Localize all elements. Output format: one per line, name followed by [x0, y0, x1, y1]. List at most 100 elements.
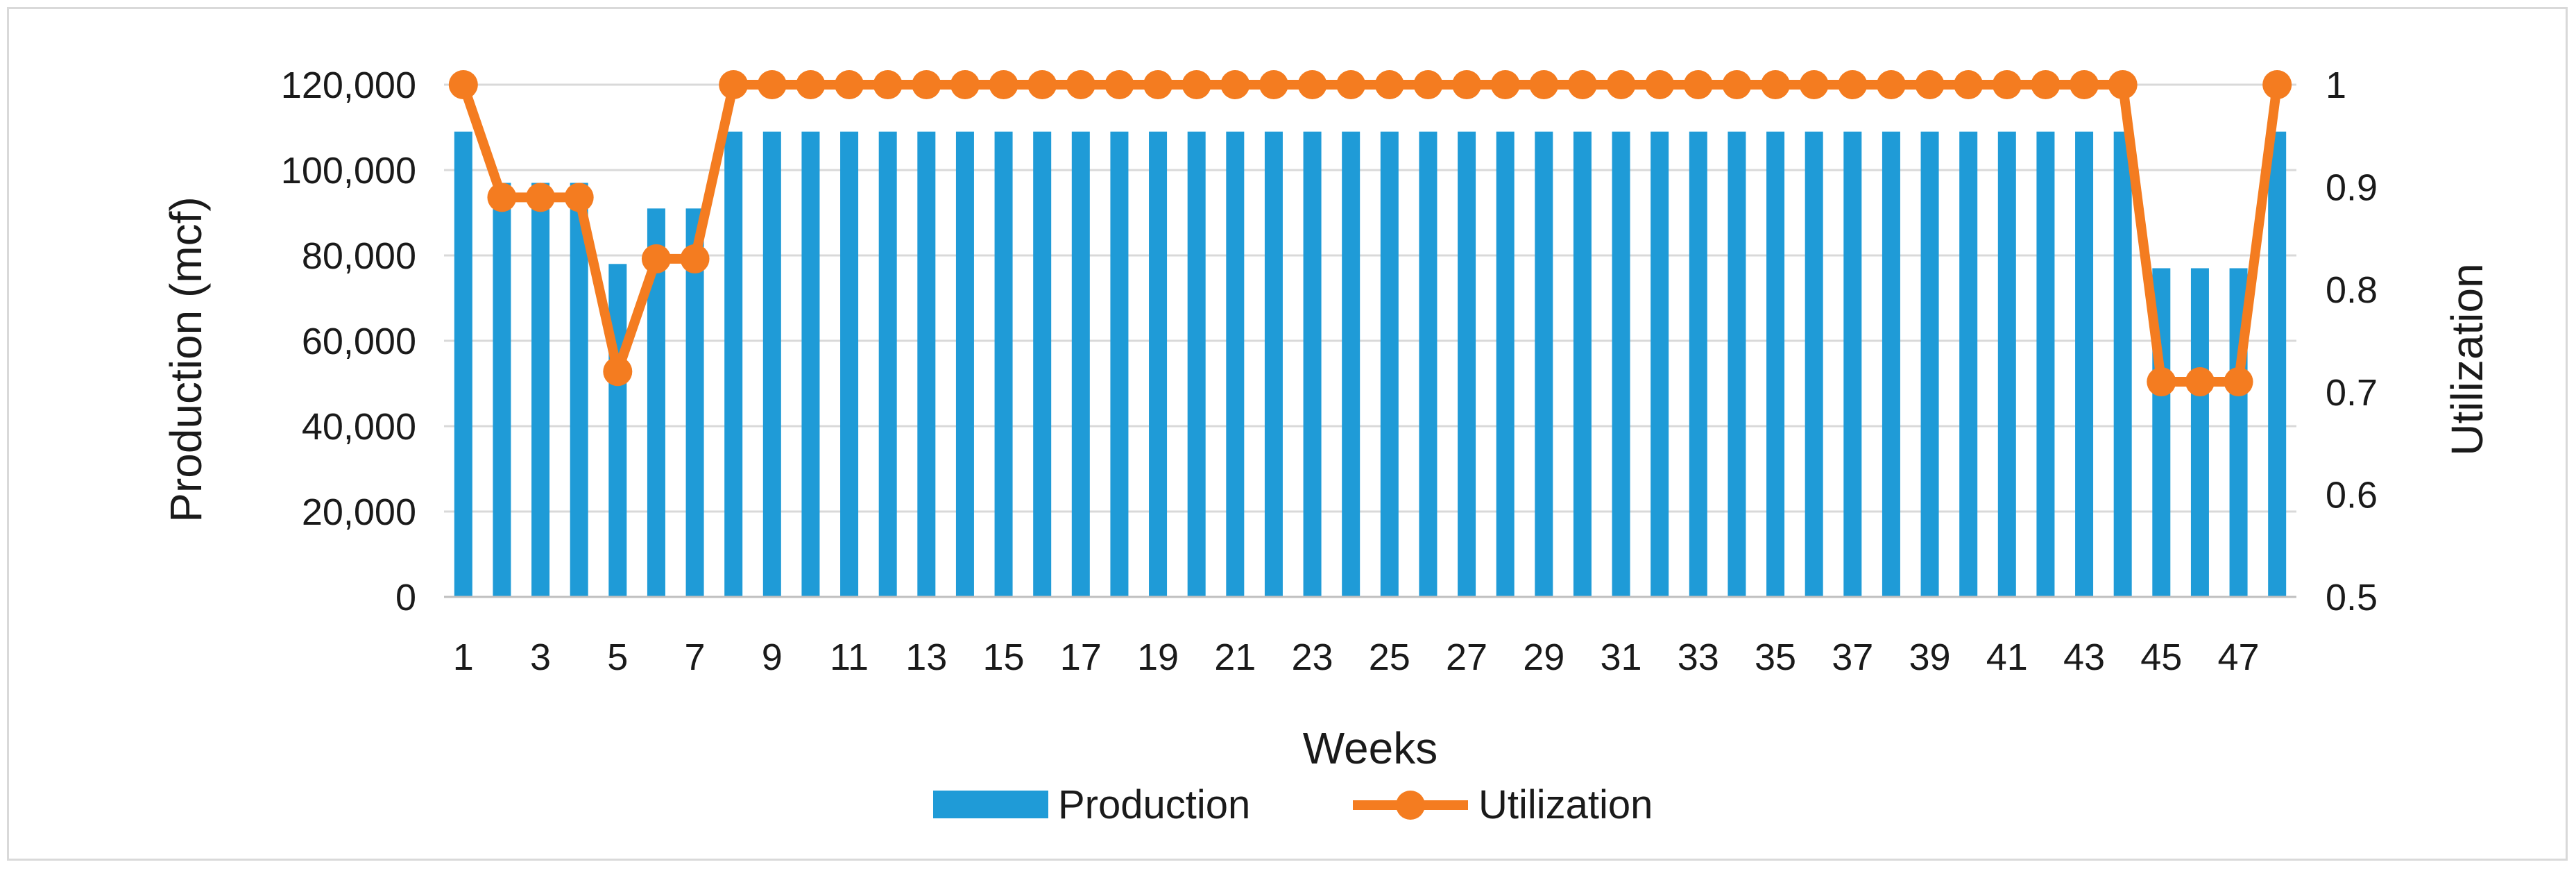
utilization-point [2224, 367, 2253, 397]
y-tick-label: 40,000 [302, 406, 416, 448]
x-tick-label: 3 [530, 636, 551, 678]
grid-layer [444, 83, 2296, 598]
utilization-point [873, 70, 903, 99]
utilization-point [680, 244, 710, 273]
production-bar [994, 131, 1013, 597]
production-bar [1380, 131, 1399, 597]
utilization-point [1220, 70, 1250, 99]
production-bar [801, 131, 820, 597]
utilization-point [2108, 70, 2138, 99]
y-tick-label: 60,000 [302, 321, 416, 362]
utilization-point [1799, 70, 1829, 99]
utilization-point [1645, 70, 1675, 99]
x-tick-label: 1 [453, 636, 474, 678]
x-tick-label: 23 [1292, 636, 1333, 678]
production-bar [1650, 131, 1669, 597]
production-bar [1766, 131, 1785, 597]
x-tick-label: 33 [1678, 636, 1719, 678]
x-tick-label: 9 [762, 636, 783, 678]
production-bar [1689, 131, 1707, 597]
x-tick-label: 7 [685, 636, 706, 678]
production-bar [1458, 131, 1476, 597]
production-bar [1342, 131, 1360, 597]
production-bar [2036, 131, 2055, 597]
utilization-point [2031, 70, 2061, 99]
utilization-point [526, 183, 556, 212]
utilization-point [2185, 367, 2215, 397]
utilization-point [912, 70, 941, 99]
bars [454, 131, 2287, 598]
utilization-point [1027, 70, 1057, 99]
chart-frame [7, 7, 2568, 861]
x-tick-label: 37 [1832, 636, 1873, 678]
legend: Production Utilization [933, 782, 1653, 827]
x-tick-label: 21 [1214, 636, 1256, 678]
production-bar [1226, 131, 1245, 597]
utilization-point [1529, 70, 1559, 99]
y-tick-label: 100,000 [281, 150, 416, 192]
utilization-point [1915, 70, 1945, 99]
y2-tick-label: 0.8 [2326, 269, 2378, 311]
utilization-point [1567, 70, 1597, 99]
production-bar [1882, 131, 1900, 597]
utilization-point [1683, 70, 1713, 99]
x-tick-label: 19 [1137, 636, 1179, 678]
production-bar [531, 183, 550, 597]
production-bar [1496, 131, 1515, 597]
production-bar [1535, 131, 1553, 597]
production-bar [493, 183, 511, 597]
x-tick-label: 47 [2218, 636, 2260, 678]
production-bar [1843, 131, 1862, 597]
production-bar [1959, 131, 1978, 597]
production-bar [2190, 268, 2209, 597]
x-tick-label: 27 [1446, 636, 1487, 678]
x-tick-label: 43 [2063, 636, 2105, 678]
utilization-point [1374, 70, 1404, 99]
y2-tick-label: 0.7 [2326, 372, 2378, 414]
production-bar [1110, 131, 1129, 597]
x-tick-label: 13 [905, 636, 947, 678]
production-bar [570, 183, 588, 597]
production-bar [1187, 131, 1206, 597]
production-bar [955, 131, 974, 597]
legend-production-swatch [933, 791, 1048, 818]
utilization-point [1490, 70, 1520, 99]
utilization-point [603, 357, 633, 387]
y-axis-title: Production (mcf) [161, 196, 211, 522]
utilization-point [1259, 70, 1288, 99]
legend-production-label: Production [1058, 782, 1250, 827]
utilization-point [989, 70, 1018, 99]
y2-tick-label: 0.9 [2326, 167, 2378, 209]
utilization-point [2147, 367, 2176, 397]
utilization-point [448, 70, 478, 99]
y2-axis-title: Utilization [2442, 263, 2492, 455]
production-bar [1805, 131, 1823, 597]
utilization-point [1954, 70, 1984, 99]
utilization-point [2070, 70, 2099, 99]
x-tick-label: 15 [983, 636, 1025, 678]
production-bar [2113, 131, 2132, 597]
legend-utilization-label: Utilization [1478, 782, 1653, 827]
utilization-point [1336, 70, 1366, 99]
utilization-point [1297, 70, 1327, 99]
y-tick-label: 120,000 [281, 65, 416, 106]
production-bar [1997, 131, 2016, 597]
production-bar [1033, 131, 1052, 597]
utilization-point [757, 70, 787, 99]
production-bar [762, 131, 781, 597]
utilization-point [719, 70, 749, 99]
production-bar [1264, 131, 1283, 597]
x-tick-label: 41 [1986, 636, 2028, 678]
utilization-point [1104, 70, 1134, 99]
production-bar [1149, 131, 1168, 597]
production-bar [1728, 131, 1746, 597]
utilization-point [1761, 70, 1791, 99]
utilization-point [796, 70, 826, 99]
utilization-point [2262, 70, 2292, 99]
production-bar [454, 131, 472, 597]
production-bar [2268, 131, 2287, 597]
production-bar [1303, 131, 1322, 597]
x-tick-label: 29 [1523, 636, 1564, 678]
utilization-point [1606, 70, 1636, 99]
